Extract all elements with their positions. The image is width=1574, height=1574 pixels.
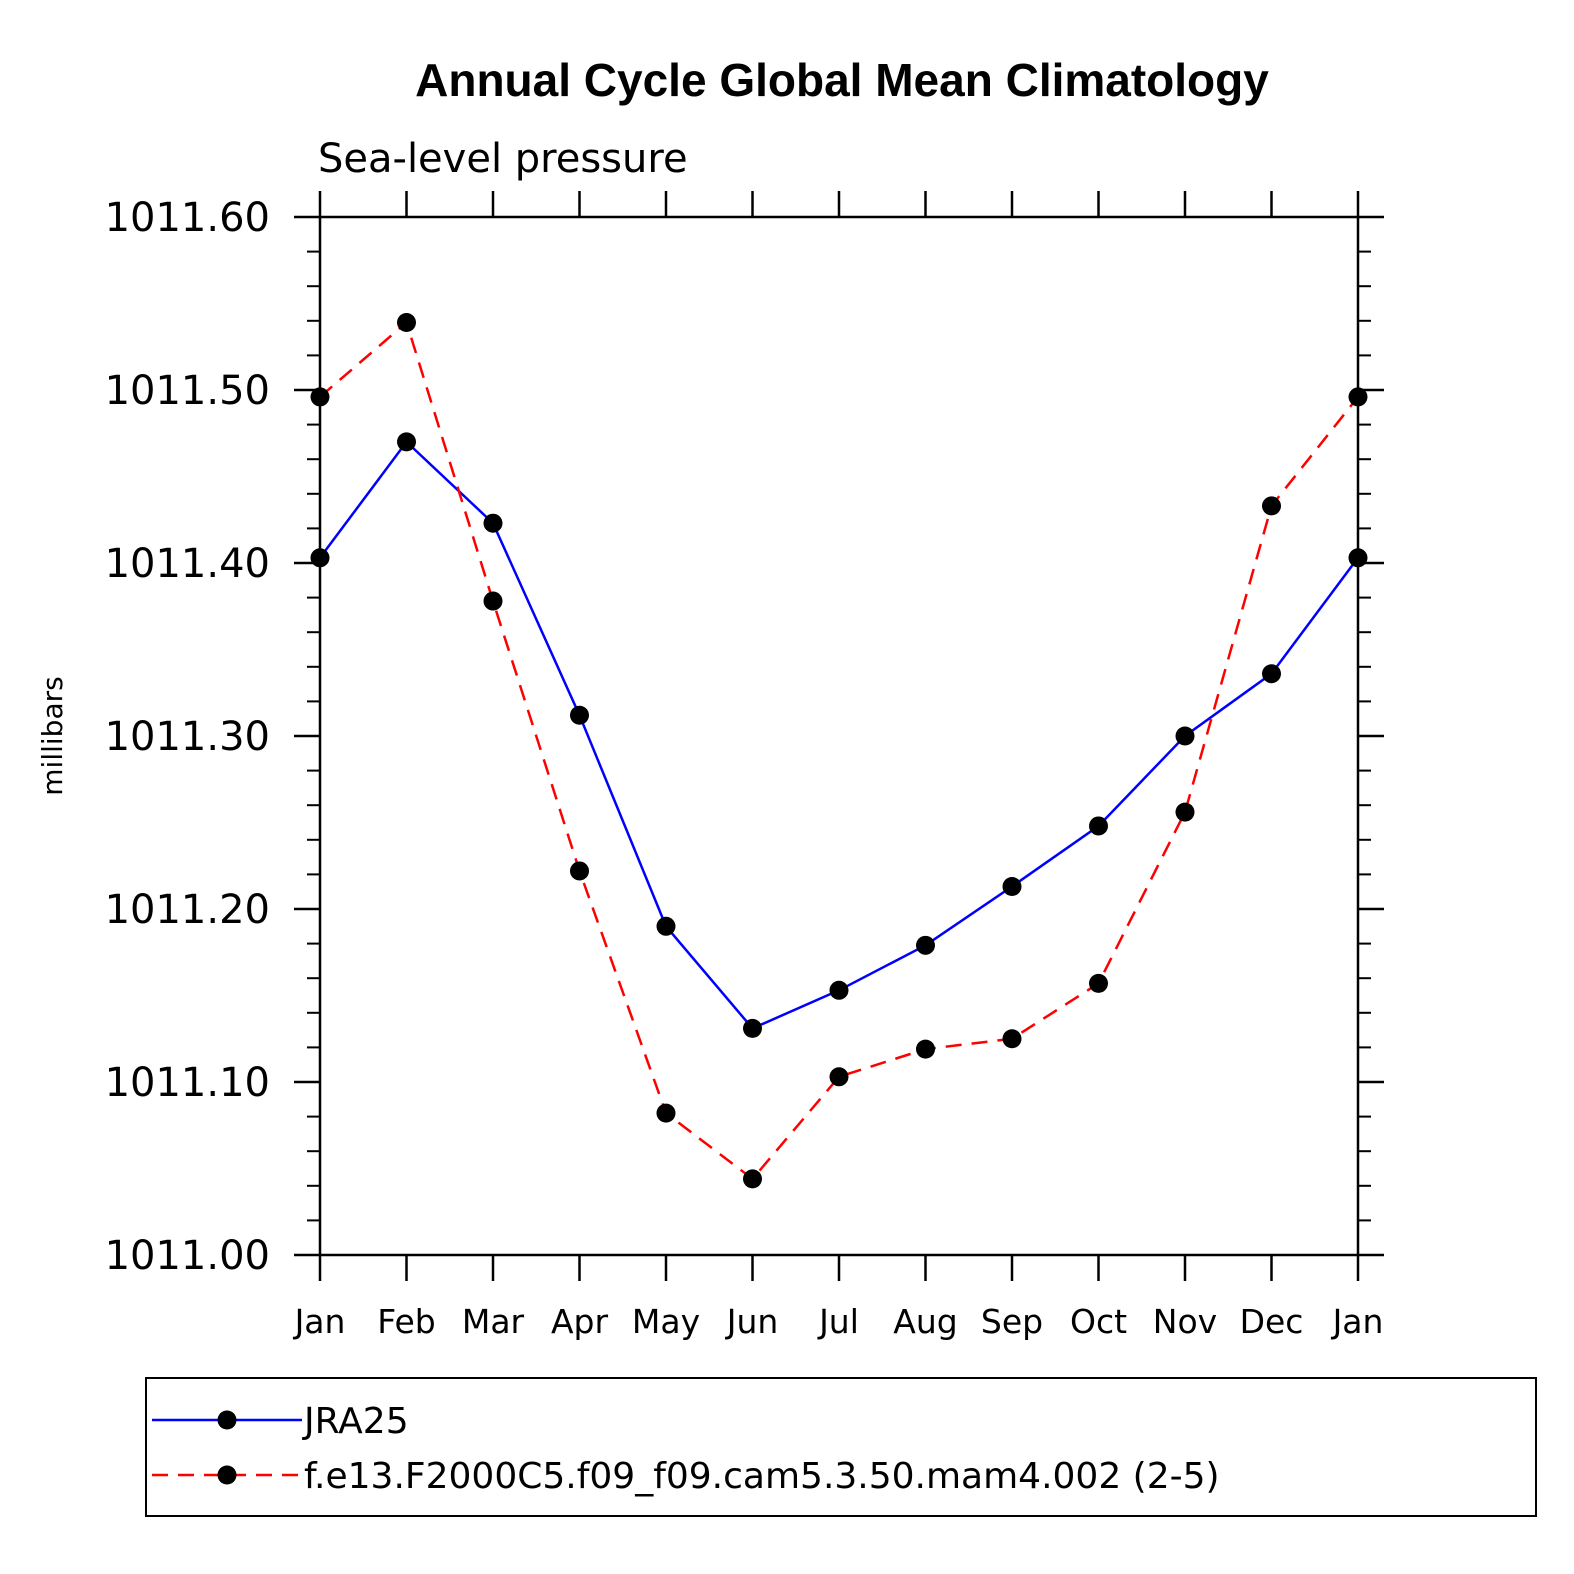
- y-tick-label: 1011.20: [105, 887, 270, 933]
- series-0-point: [310, 548, 330, 568]
- x-tick-label: Mar: [462, 1302, 525, 1341]
- series-line-1: [319, 320, 1359, 1181]
- series-1-point: [1175, 802, 1195, 822]
- legend-marker-0: [217, 1410, 237, 1430]
- series-0-point: [1175, 726, 1195, 746]
- y-tick-labels: 1011.00 1011.10 1011.20 1011.30 1011.40 1011.…: [105, 195, 270, 1279]
- series-1-point: [570, 861, 589, 881]
- x-tick-label: Jan: [1331, 1302, 1384, 1341]
- series-0-point: [1348, 548, 1368, 568]
- legend: JRA25 f.e13.F2000C5.f09_f09.cam5.3.50.mam…: [145, 1377, 1537, 1517]
- x-tick-label: May: [632, 1302, 700, 1341]
- series-1-point: [1262, 496, 1281, 516]
- y-tick-label: 1011.40: [105, 541, 270, 587]
- series-1-point: [656, 1103, 676, 1123]
- x-tick-labels: Jan Feb Mar Apr May Jun Jul Aug Sep Oct Nov Dec Jan: [293, 1302, 1384, 1341]
- y-tick-label: 1011.50: [105, 368, 270, 414]
- series-1-point: [1089, 973, 1108, 993]
- series-0-point: [656, 916, 676, 936]
- series-1-point: [310, 387, 330, 407]
- x-tick-label: Oct: [1070, 1302, 1127, 1341]
- y-tick-label: 1011.00: [105, 1233, 270, 1279]
- x-tick-label: Feb: [377, 1302, 435, 1341]
- series-0-point: [916, 935, 935, 955]
- legend-marker-1: [217, 1465, 237, 1485]
- chart-subtitle: Sea-level pressure: [318, 136, 688, 182]
- y-axis-label: millibars: [36, 676, 69, 795]
- legend-label-1: f.e13.F2000C5.f09_f09.cam5.3.50.mam4.002…: [304, 1456, 1220, 1497]
- series-0-point: [829, 980, 849, 1000]
- legend-label-0: JRA25: [302, 1401, 409, 1442]
- series-1-point: [483, 591, 503, 611]
- y-tick-label: 1011.10: [105, 1060, 270, 1106]
- y-tick-label: 1011.60: [105, 195, 270, 241]
- series-1-point: [1348, 387, 1368, 407]
- y-tick-label: 1011.30: [105, 714, 270, 760]
- x-tick-label: Jul: [817, 1302, 859, 1341]
- series-1-point: [829, 1067, 849, 1087]
- plot-frame: [318, 215, 1360, 1257]
- series-1-point: [916, 1039, 935, 1059]
- series-1-point: [743, 1169, 762, 1189]
- legend-box: [145, 1377, 1537, 1517]
- series-0-point: [397, 432, 416, 452]
- series-1-point: [397, 313, 416, 333]
- x-tick-label: Jun: [725, 1302, 779, 1341]
- chart-title: Annual Cycle Global Mean Climatology: [415, 54, 1269, 106]
- series-0-point: [743, 1018, 762, 1038]
- series-0-point: [1262, 664, 1281, 684]
- x-tick-label: Nov: [1153, 1302, 1217, 1341]
- x-tick-label: Aug: [893, 1302, 957, 1341]
- x-tick-label: Dec: [1240, 1302, 1304, 1341]
- series-0-point: [1089, 816, 1108, 836]
- series-0-point: [1002, 877, 1022, 897]
- x-tick-label: Apr: [551, 1302, 609, 1341]
- series-0-point: [483, 513, 503, 533]
- x-tick-label: Sep: [981, 1302, 1043, 1341]
- series-line-0: [318, 440, 1360, 1030]
- axis-ticks: [294, 191, 1384, 1281]
- series-0-point: [570, 705, 589, 725]
- series-1-point: [1002, 1029, 1022, 1049]
- series-layer: [310, 313, 1368, 1189]
- x-tick-label: Jan: [293, 1302, 346, 1341]
